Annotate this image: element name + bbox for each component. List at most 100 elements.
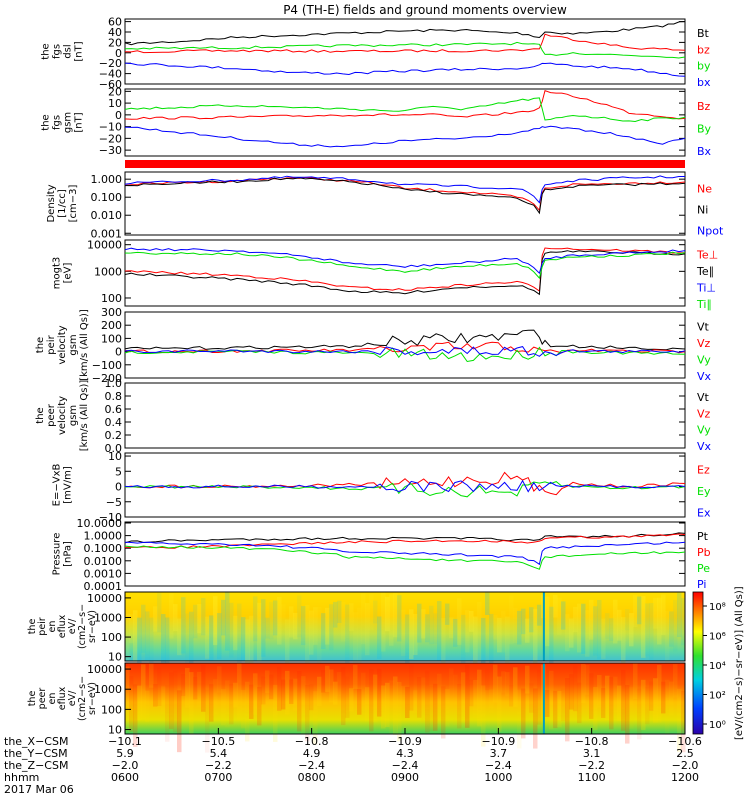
x-tick-label: 1100 [578, 771, 606, 784]
legend-entry: Ex [697, 506, 711, 519]
spectrogram-texture [433, 683, 438, 731]
colorbar-tick-label: 10⁰ [709, 720, 726, 731]
spectrogram-texture [269, 601, 274, 640]
spectrogram-texture [369, 668, 374, 732]
spectrogram-texture [501, 610, 506, 653]
spectrogram-texture [253, 596, 258, 642]
y-axis-label: mogt3 [52, 257, 63, 290]
spectrogram-texture [253, 673, 258, 715]
spectrogram-texture [153, 684, 158, 707]
spectrogram-texture [601, 688, 606, 718]
spectrogram-texture [613, 599, 618, 644]
spectrogram-texture [257, 686, 262, 726]
y-tick-label: 300 [101, 306, 122, 319]
spectrogram-texture [345, 676, 350, 718]
y-tick-label: 0.0100 [84, 555, 123, 568]
panel-peer-velocity: 1.00.80.60.40.20.0 the peer velocity gsm [km/… [35, 377, 712, 455]
spectrogram-texture [605, 675, 610, 721]
spectrogram-texture [329, 604, 334, 651]
spectrogram-texture [265, 617, 270, 639]
y-tick-label: 10 [108, 450, 122, 463]
x-tick-label: −2.4 [298, 759, 325, 772]
spectrogram-texture [589, 673, 594, 719]
spectrogram-texture [513, 667, 518, 707]
spectrogram-texture [545, 689, 550, 717]
spectrogram-texture [221, 599, 226, 636]
legend-entry: Npot [697, 225, 724, 238]
series-line-bx [124, 125, 686, 148]
spectrogram-texture [361, 672, 366, 722]
spectrogram-texture [581, 603, 586, 654]
spectrogram-texture [637, 688, 642, 740]
spectrogram-texture [289, 679, 294, 704]
x-tick-label: 5.9 [116, 747, 134, 760]
spectrogram-texture [241, 690, 246, 729]
spectrogram-texture [337, 671, 342, 697]
spectrogram-texture [593, 606, 598, 656]
spectrogram-texture [569, 618, 574, 648]
spectrogram-texture [221, 689, 226, 726]
spectrogram-texture [361, 593, 366, 645]
panel-frame [124, 88, 686, 157]
spectrogram-texture [441, 618, 446, 676]
spectrogram-texture [425, 670, 430, 733]
spectrogram-texture [325, 665, 330, 692]
spectrogram-texture [305, 685, 310, 742]
spectrogram-texture [273, 600, 278, 636]
series-line-bz [124, 89, 686, 120]
series-line-te⊥ [124, 247, 686, 292]
spectrogram-texture [265, 670, 270, 693]
y-tick-label: 1.000 [91, 173, 123, 186]
spectrogram-texture [617, 609, 622, 641]
spectrogram-texture [177, 618, 182, 656]
y-axis-label: [km/s (All Qs)] [79, 309, 90, 381]
spectrogram-texture [301, 606, 306, 646]
spectrogram-texture [353, 664, 358, 689]
spectrogram-texture [345, 604, 350, 666]
y-tick-label: 100 [101, 631, 122, 644]
legend-entry: Bx [697, 145, 712, 158]
spectrogram-texture [513, 607, 518, 644]
x-tick-label: −10.5 [201, 735, 235, 748]
spectrogram-texture [653, 678, 658, 723]
y-axis-label: (cm2−s− [77, 604, 88, 649]
spectrogram-texture [233, 615, 238, 651]
y-tick-label: 0 [115, 346, 122, 359]
spectrogram-texture [249, 684, 254, 719]
y-tick-label: 1000 [94, 265, 122, 278]
spectrogram-texture [625, 685, 630, 744]
spectrogram-texture [309, 684, 314, 711]
spectrogram-texture [261, 599, 266, 657]
y-tick-label: 200 [101, 319, 122, 332]
spectrogram-texture [485, 668, 490, 691]
spectrogram-texture [201, 664, 206, 712]
spectrogram-texture [581, 664, 586, 704]
colorbar-tick-label: 10⁸ [709, 602, 726, 613]
panel-frame [124, 452, 686, 518]
colorbar-tick-label: 10⁴ [709, 661, 726, 672]
x-tick-label: 0900 [391, 771, 419, 784]
spectrogram-texture [381, 592, 386, 652]
spectrogram-texture [549, 670, 554, 730]
spectrogram-texture [673, 600, 678, 652]
spectrogram-texture [297, 595, 302, 638]
spectrogram-texture [605, 613, 610, 639]
spectrogram-texture [249, 615, 254, 668]
y-tick-label: −10 [99, 511, 122, 524]
spectrogram-texture [637, 596, 642, 625]
spectrogram-texture [145, 690, 150, 722]
spectrogram-texture [501, 671, 506, 693]
spectrogram-texture [549, 606, 554, 663]
series-line-te∥ [124, 250, 686, 296]
panel-density: 1.000 0.100 0.010 0.001 Density [1/cc] [cm−3] N… [46, 171, 724, 240]
y-axis-label: gsm [68, 334, 79, 355]
spectrogram-texture [473, 616, 478, 666]
y-axis-label: [mV/m] [63, 466, 74, 504]
spectrogram-texture [641, 679, 646, 730]
spectrogram-texture [217, 666, 222, 693]
spectrogram-texture [485, 592, 490, 615]
spectrogram-texture [397, 595, 402, 642]
spectrogram-texture [481, 617, 486, 679]
y-axis-label: fgs [52, 115, 63, 130]
spectrogram-texture [137, 685, 142, 721]
